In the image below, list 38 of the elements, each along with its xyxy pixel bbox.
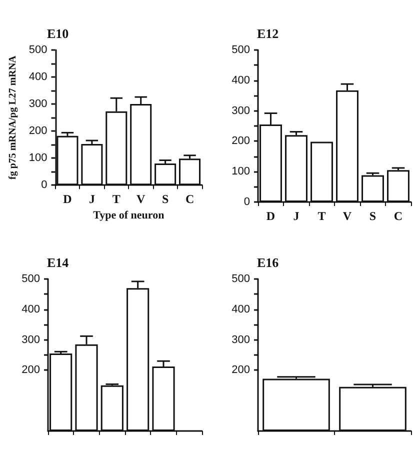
x-tick-label: C [394, 209, 403, 223]
x-tick-label: J [293, 209, 300, 223]
y-tick-label: 300 [22, 334, 40, 346]
y-tick-label: 300 [232, 334, 250, 346]
x-tick-label: T [112, 192, 120, 206]
y-axis-title: fg p75 mRNA/pg L27 mRNA [8, 54, 18, 180]
y-tick-label: 500 [232, 273, 250, 285]
y-tick-label: 100 [232, 166, 250, 178]
chart-title: E12 [257, 26, 279, 41]
x-tick-label: J [88, 192, 95, 206]
x-tick-label: V [342, 209, 352, 223]
y-tick-label: 300 [28, 98, 48, 110]
y-tick-label: 400 [232, 303, 250, 316]
x-tick-label: C [185, 192, 194, 206]
x-tick-label: V [136, 192, 146, 206]
x-tick-label: S [162, 192, 169, 206]
y-tick-label: 400 [232, 74, 250, 86]
chart-title: E14 [47, 255, 70, 270]
y-tick-label: 500 [232, 44, 250, 56]
x-tick-label: D [63, 192, 72, 206]
y-tick-label: 500 [28, 44, 48, 56]
y-tick-label: 400 [22, 303, 40, 316]
y-tick-label: 200 [232, 364, 250, 376]
y-tick-label: 200 [22, 364, 40, 376]
y-tick-label: 300 [232, 104, 250, 117]
y-tick-label: 0 [244, 196, 250, 208]
y-tick-label: 0 [41, 179, 48, 192]
y-tick-label: 500 [22, 273, 40, 285]
chart-title: E16 [257, 255, 280, 270]
x-tick-label: D [266, 209, 276, 223]
x-tick-label: T [318, 209, 326, 223]
x-tick-label: S [369, 209, 376, 223]
chart-title: E10 [47, 26, 69, 41]
y-tick-label: 200 [28, 125, 48, 138]
y-tick-label: 400 [28, 71, 48, 84]
y-tick-label: 100 [28, 152, 48, 164]
x-axis-title: Type of neuron [93, 210, 164, 222]
y-tick-label: 200 [232, 135, 250, 148]
